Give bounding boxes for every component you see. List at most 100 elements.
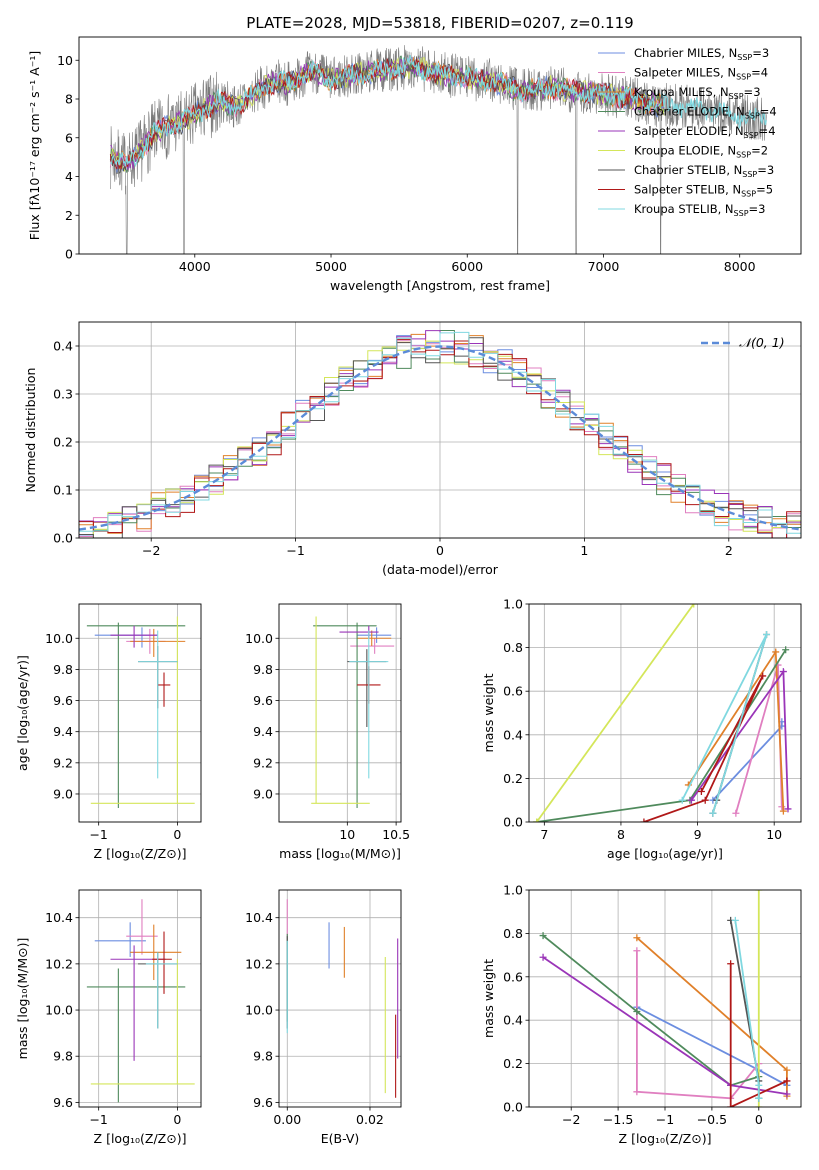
weight-marker: [633, 1008, 641, 1016]
tick-label-y: 9.4: [253, 724, 273, 739]
legend-entry: Chabrier MILES, NSSP=3: [634, 46, 769, 62]
legend-n-label: , N: [721, 46, 737, 60]
tick-label-y: 9.0: [53, 786, 73, 801]
weight-marker: [783, 1090, 791, 1098]
tick-label-y: 9.8: [253, 1049, 273, 1064]
gaussian-curve: [79, 345, 801, 531]
tick-label-y: 10.0: [245, 631, 273, 646]
axes-frame: [528, 603, 802, 823]
weight-marker: [784, 805, 792, 813]
axes-age_vs_mass: 10 10.5 9.0 9.2 9.4 9.6 9.8 10.0 mass [log₁₀(M/M…: [245, 603, 410, 861]
tick-label-x: 0: [173, 827, 181, 842]
tick-label-x: −1: [89, 1112, 107, 1127]
legend-subscript: SSP: [742, 170, 757, 179]
tick-label-y: 0.1: [53, 483, 73, 498]
legend-entry: Kroupa ELODIE, NSSP=2: [634, 144, 768, 160]
errorbar-point: [145, 952, 178, 1029]
legend-nssp: 4: [769, 105, 776, 119]
y-axis-label: age [log₁₀(age/yr)]: [15, 655, 30, 771]
tick-label-x: 5000: [315, 259, 347, 274]
weight-line: [643, 675, 764, 822]
tick-label-x: 10: [339, 827, 355, 842]
errorbar-point: [349, 630, 389, 779]
tick-label-x: −2: [562, 1112, 580, 1127]
legend-equals: =: [756, 183, 766, 197]
weight-marker: [709, 809, 717, 817]
axes-frame: [78, 603, 202, 823]
axes-frame: [78, 36, 802, 255]
tick-label-y: 4: [65, 169, 73, 184]
tick-label-y: 0.0: [503, 815, 523, 830]
tick-label-y: 0.6: [503, 684, 523, 699]
errorbar-point: [357, 627, 392, 643]
weight-marker: [755, 1081, 763, 1089]
weight-marker: [772, 648, 780, 656]
axes-mass_vs_EBV: 0.00 0.02 9.6 9.8 10.0 10.2 10.4 E(B-V): [245, 889, 402, 1146]
tick-label-y: 9.0: [253, 786, 273, 801]
legend-equals: =: [751, 66, 761, 80]
tick-label-y: 10.0: [245, 1003, 273, 1018]
axes-frame: [278, 603, 402, 823]
legend-nssp: 4: [761, 66, 768, 80]
tick-label-y: 10.2: [45, 956, 73, 971]
plot-area: [86, 616, 195, 808]
legend-name: Kroupa STELIB: [634, 202, 718, 216]
y-axis-label: mass weight: [481, 673, 496, 752]
legend-equals: =: [759, 124, 769, 138]
weight-series: [640, 672, 767, 822]
weight-marker: [755, 1094, 763, 1102]
legend-name: Salpeter ELODIE: [634, 124, 728, 138]
tick-label-x: 0.02: [356, 1112, 384, 1127]
legend-subscript: SSP: [741, 190, 756, 199]
weight-marker: [783, 1077, 791, 1085]
weight-line: [681, 634, 768, 814]
weight-series: [533, 604, 698, 822]
tick-label-y: 9.6: [253, 1095, 273, 1110]
legend-name: Kroupa ELODIE: [634, 144, 720, 158]
tick-label-y: 0.3: [53, 387, 73, 402]
x-axis-label: Z [log₁₀(Z/Z⊙)]: [94, 846, 187, 861]
plot-area: [286, 899, 399, 1098]
weight-marker: [779, 807, 787, 815]
tick-label-y: 9.2: [53, 755, 73, 770]
tick-label-x: 8: [617, 827, 625, 842]
y-axis-label: mass [log₁₀(M/M⊙)]: [15, 938, 30, 1060]
tick-label-x: −1: [286, 543, 304, 558]
legend-n-label: , N: [720, 144, 736, 158]
weight-series: [678, 631, 771, 817]
legend-entry: Chabrier STELIB, NSSP=3: [634, 163, 774, 179]
tick-label-x: 1: [580, 543, 588, 558]
weight-marker: [783, 1066, 791, 1074]
tick-label-y: 9.8: [53, 662, 73, 677]
weight-marker: [755, 890, 763, 894]
errorbar-point: [347, 649, 387, 728]
tick-label-x: 4000: [179, 259, 211, 274]
tick-label-y: 0.8: [503, 640, 523, 655]
tick-label-x: 7: [540, 827, 548, 842]
weight-marker: [633, 934, 641, 942]
legend-subscript: SSP: [736, 73, 751, 82]
weight-line: [735, 664, 783, 814]
weight-series: [684, 648, 787, 815]
tick-label-x: 0.00: [273, 1112, 301, 1127]
weight-series: [533, 646, 790, 822]
errorbar-point: [90, 616, 195, 804]
tick-label-y: 10.0: [45, 631, 73, 646]
tick-label-y: 10: [57, 53, 73, 68]
weight-marker: [727, 960, 735, 968]
tick-label-y: 9.6: [53, 693, 73, 708]
legend-subscript: SSP: [729, 92, 744, 101]
y-axis-label: mass weight: [481, 959, 496, 1038]
tick-label-y: 0.2: [53, 435, 73, 450]
legend-n-label: , N: [729, 105, 745, 119]
axes-residuals: −2 −1 0 1 2 0.0 0.1 0.2 0.3 0.4 (data-model)/error…: [23, 321, 802, 577]
weight-marker: [690, 604, 698, 608]
tick-label-y: 0.6: [503, 969, 523, 984]
plot-area: [109, 45, 767, 254]
tick-label-y: 0.0: [53, 531, 73, 546]
weight-marker: [778, 803, 786, 811]
residual-histogram: [79, 331, 801, 534]
legend-equals: =: [760, 105, 770, 119]
weight-line: [536, 649, 787, 822]
